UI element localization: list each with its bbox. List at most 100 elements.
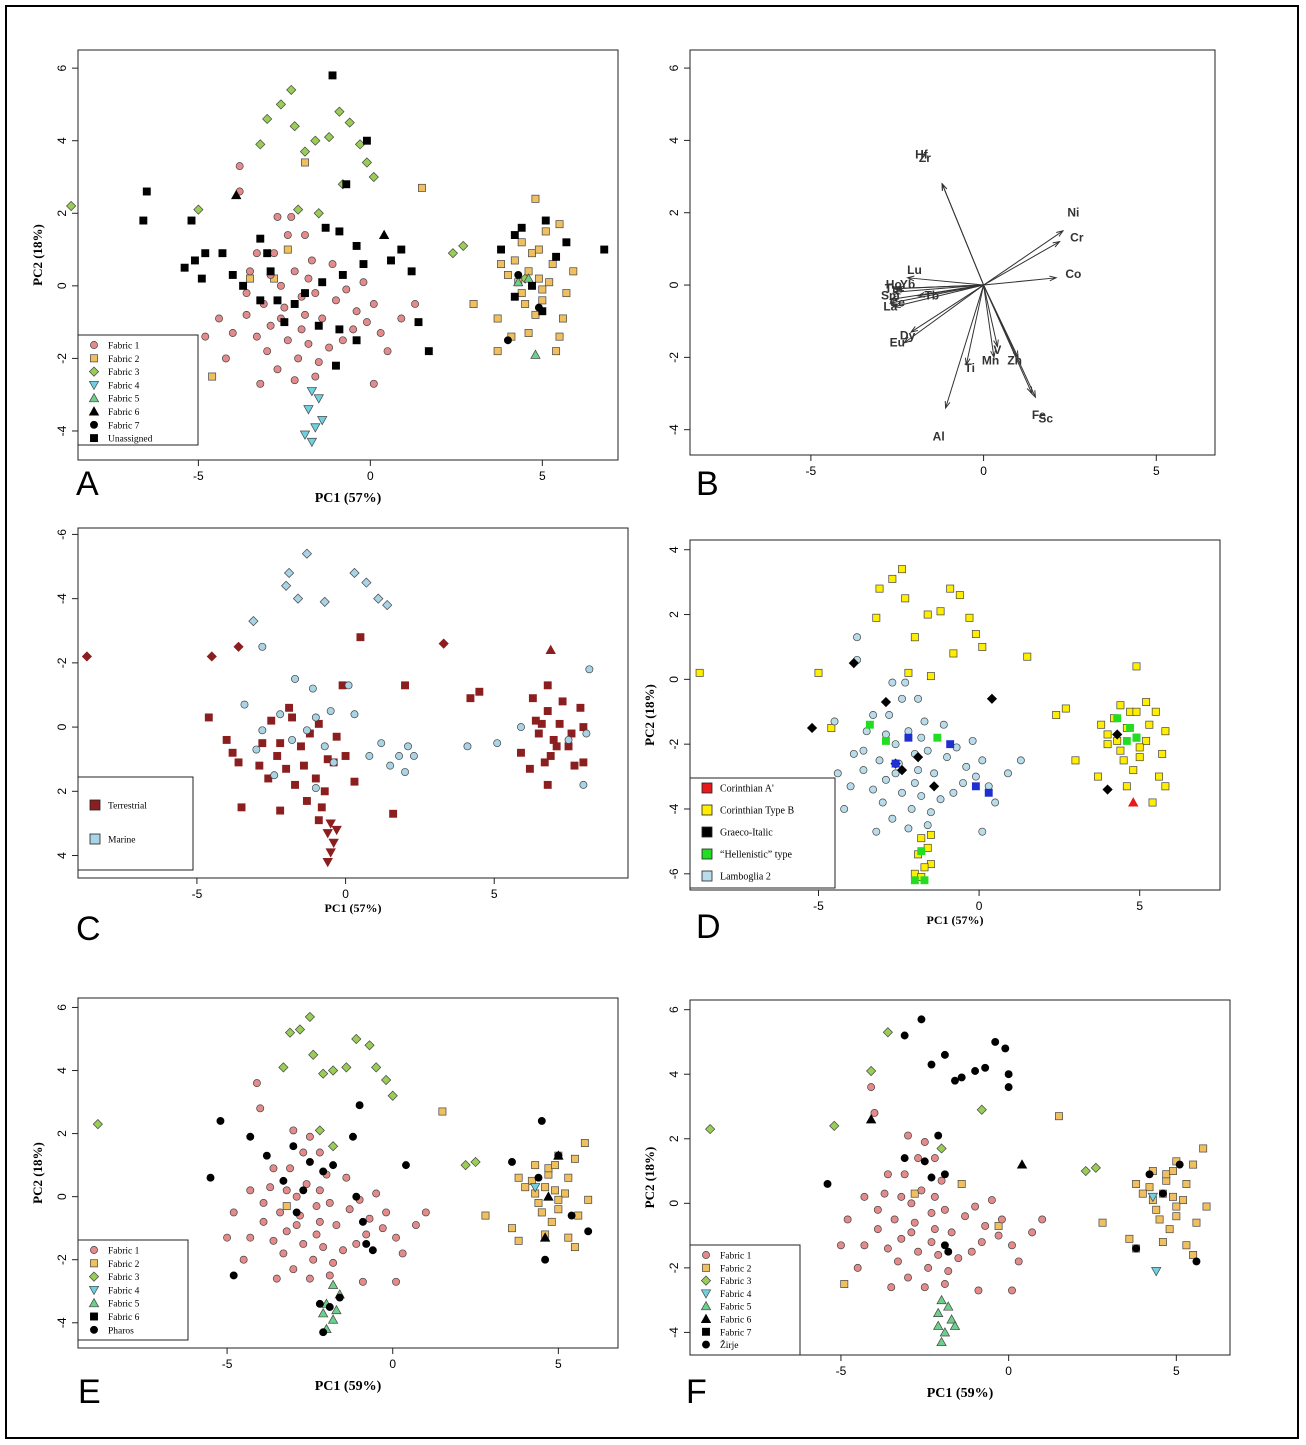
data-point [246,1233,255,1242]
data-point [584,1227,593,1236]
data-point [1192,1218,1201,1227]
data-point [378,1224,387,1233]
data-point [967,1247,976,1256]
data-point [317,416,328,426]
data-point [228,271,237,279]
x-tick-label: 5 [1153,464,1160,478]
data-point [541,1255,550,1264]
legend-label: Unassigned [108,435,153,445]
y-tick-label: -2 [667,1262,681,1273]
data-point [940,1050,949,1059]
y-tick-label: 0 [55,1193,69,1200]
data-point [315,1217,324,1226]
data-point [270,249,279,258]
data-point [411,1221,420,1229]
data-point [421,1208,430,1217]
data-point [299,1148,308,1157]
data-point [262,1151,271,1160]
data-point [923,746,932,755]
y-tick-label: 0 [667,1200,681,1207]
data-point [460,1160,471,1171]
legend-label: Fabric 6 [720,1316,752,1326]
panel-c: -5 0 5 -6 -4 -2 0 2 4 PC1 (57%) Terrestrial Marine … [18,520,629,960]
arrow-head [941,182,948,191]
figure-frame [5,5,1299,1439]
loading-arrow [983,230,1064,286]
data-point [940,1170,949,1179]
data-point [514,1173,523,1182]
data-point [273,752,282,760]
legend-label: Fabric 1 [720,1252,752,1262]
data-point [914,766,923,775]
data-point [836,1241,845,1250]
data-point [382,1208,391,1217]
data-point [1112,729,1123,740]
data-point [302,796,311,805]
variable-label: Hf [915,147,929,161]
data-point [1113,714,1122,723]
data-point [322,857,333,868]
data-point [306,437,318,448]
data-point [517,238,526,247]
y-tick-label: 6 [55,64,69,71]
data-point [371,1062,382,1073]
data-point [873,1225,882,1234]
data-point [289,1126,298,1135]
data-point [1132,1244,1141,1253]
data-point [1103,740,1112,749]
data-point [256,1104,265,1113]
data-point [853,1263,862,1272]
data-point [283,567,295,579]
data-point [282,764,291,773]
legend: Terrestrial Marine [77,776,194,871]
data-point [971,1202,980,1211]
data-point [325,1199,334,1207]
data-point [187,216,196,225]
data-point [1132,1180,1141,1188]
data-point [356,633,365,642]
data-point [548,260,557,269]
data-point [946,584,955,593]
data-point [470,1156,481,1168]
data-point [301,310,309,319]
legend-marker [90,1259,98,1268]
data-point [252,249,261,258]
data-point [320,742,329,751]
data-point [843,1215,852,1224]
data-point [1155,1215,1164,1224]
panel-label-e: E [78,1373,101,1411]
data-point [552,252,561,261]
y-tick-label: 6 [667,1006,681,1013]
legend-swatch [89,799,101,811]
legend-marker [700,1275,712,1286]
legend-label: Fabric 7 [108,421,140,431]
data-point [341,752,350,760]
data-point [1138,1189,1147,1198]
data-point [923,821,932,830]
data-point [1145,720,1154,729]
data-point [306,387,318,397]
variable-label: Al [933,430,945,444]
data-point [256,234,265,243]
data-point [944,1247,953,1256]
legend: Fabric 1 Fabric 2 Fabric 3 Fabric 4 Fabric 5… [689,1244,801,1356]
x-tick-label: -5 [222,1357,233,1371]
data-point [383,347,392,356]
data-point [521,1183,530,1192]
data-point [546,752,555,760]
data-point [275,99,287,110]
data-point [365,752,374,760]
data-point [325,1271,334,1280]
data-point [521,300,530,308]
data-point [1016,756,1025,765]
panel-d: -5 0 5 -6 -4 -2 0 2 4 PC1 (57%) PC2 (18%) Corinthia… [630,520,1250,960]
arrow-head [888,299,898,305]
data-point [537,1208,546,1217]
panel-a: -5 0 5 -4 -2 0 2 4 6 PC1 (57%) PC2 (18%) Fabric 1 Fa… [18,40,619,515]
data-point [239,1255,248,1264]
panel-e: -5 0 5 -4 -2 0 2 4 6 PC1 (59%) PC2 (18%) Fabric 1 Fa… [18,978,619,1418]
data-point [349,325,358,334]
data-point [933,1320,944,1330]
data-point [335,227,344,236]
data-point [537,719,546,728]
